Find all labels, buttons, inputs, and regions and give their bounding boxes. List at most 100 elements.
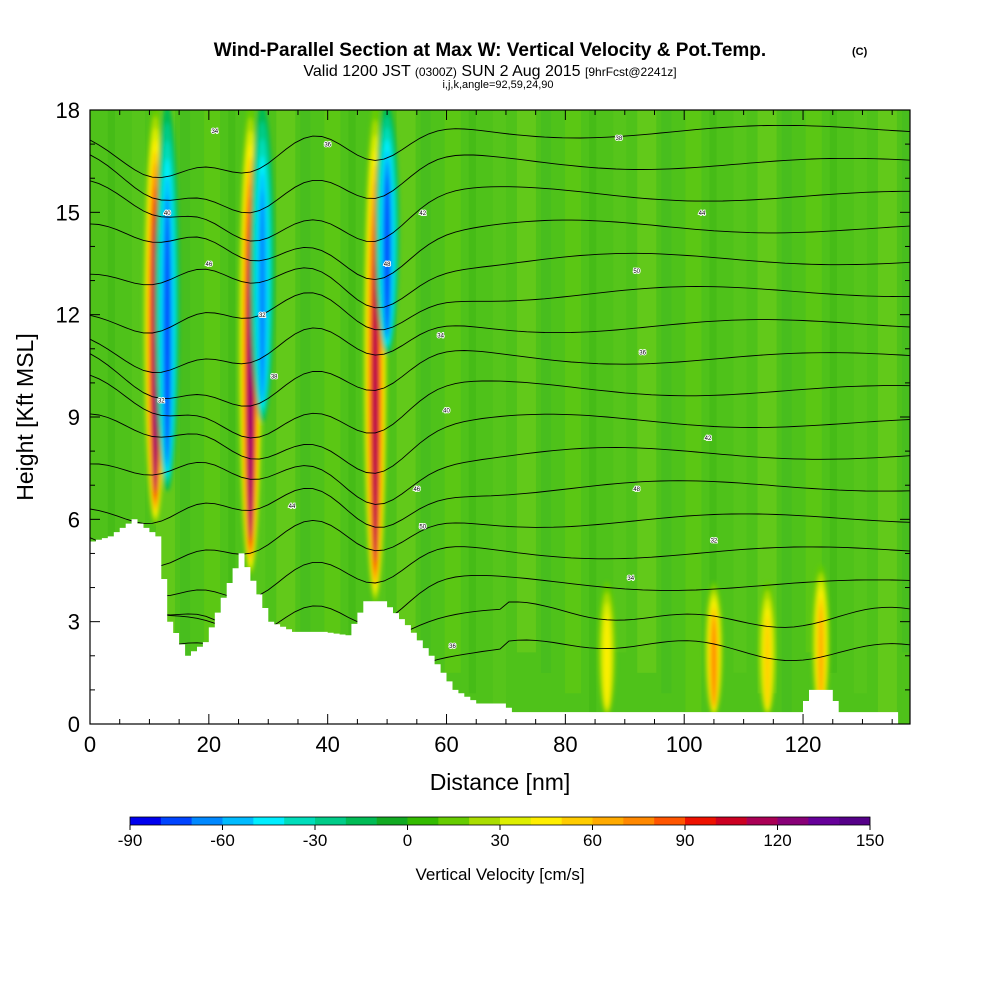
y-tick-label: 6 (68, 507, 80, 532)
colorbar-tick-label: 90 (676, 831, 695, 850)
texture-band (348, 110, 356, 673)
valid-time-line: Valid 1200 JST (0300Z) SUN 2 Aug 2015 [9… (303, 63, 676, 80)
theta-contour-label: 38 (271, 375, 278, 381)
texture-band (324, 110, 341, 653)
velocity-cell (375, 110, 400, 355)
texture-band (709, 110, 717, 653)
colorbar-swatch (839, 817, 871, 825)
theta-contour-label: 40 (443, 409, 450, 415)
texture-band (637, 110, 657, 673)
x-tick-label: 80 (553, 732, 577, 757)
texture-band (829, 110, 837, 673)
section-params: i,j,k,angle=92,59,24,90 (442, 79, 553, 91)
theta-contour-label: 34 (437, 334, 444, 340)
valid-prefix: Valid 1200 JST (303, 63, 411, 80)
x-tick-label: 0 (84, 732, 96, 757)
x-tick-label: 40 (315, 732, 339, 757)
colorbar-swatch (777, 817, 809, 825)
theta-contour-line (90, 286, 910, 334)
texture-band (444, 110, 461, 673)
theta-contour-line (90, 319, 910, 373)
colorbar-swatch (685, 817, 717, 825)
y-tick-label: 3 (68, 610, 80, 635)
texture-band (541, 110, 552, 673)
texture-band (468, 110, 476, 694)
texture-band (877, 110, 897, 714)
texture-band (131, 110, 145, 653)
texture-band (420, 110, 431, 653)
colorbar: -90 -60 -30 0 30 60 90 120 150 (118, 816, 884, 850)
theta-contour-line (90, 413, 910, 474)
theta-contour-label: 40 (164, 211, 171, 217)
velocity-contour-fill (711, 619, 716, 706)
theta-contour-label: 38 (615, 136, 622, 142)
theta-contour-label: 46 (413, 487, 420, 493)
theta-contour-label: 32 (711, 538, 718, 544)
texture-band (276, 110, 296, 694)
colorbar-swatch (592, 817, 624, 825)
theta-contour-label: 48 (633, 487, 640, 493)
colorbar-tick-label: -90 (118, 831, 143, 850)
theta-contour-labels: 32 34 36 38 40 42 44 46 48 50 32 34 36 38 40 42 44 46 48 50… (157, 128, 719, 651)
theta-contour-label: 50 (633, 269, 640, 275)
theta-contour-label: 36 (449, 644, 456, 650)
theta-contours (90, 124, 910, 677)
theta-contour-label: 32 (158, 398, 165, 404)
velocity-cell (250, 110, 275, 423)
copyright-mark: (C) (852, 46, 868, 58)
theta-contour-line (90, 374, 910, 439)
velocity-contour-fill (818, 605, 823, 705)
texture-band (396, 110, 416, 714)
colorbar-swatch (746, 817, 778, 825)
velocity-contour-fill (764, 615, 770, 707)
velocity-cell (758, 581, 777, 717)
colorbar-tick-label: -60 (210, 831, 235, 850)
texture-band (685, 110, 702, 714)
texture-band (107, 110, 115, 714)
terrain-mask (90, 519, 899, 724)
texture-band (300, 110, 311, 714)
theta-contour-line (90, 180, 910, 242)
texture-band (180, 110, 191, 694)
theta-contour-line (90, 513, 910, 567)
texture-band (516, 110, 536, 653)
theta-contour-line (90, 447, 910, 505)
texture-band (901, 110, 910, 653)
theta-contour-label: 36 (639, 351, 646, 357)
texture-band (853, 110, 867, 694)
colorbar-tick-label: 150 (856, 831, 884, 850)
theta-contour-label: 42 (705, 436, 712, 442)
colorbar-tick-label: 120 (763, 831, 791, 850)
theta-contour-line (90, 546, 910, 600)
valid-zulu: (0300Z) (415, 65, 457, 79)
colorbar-tick-label: 0 (403, 831, 412, 850)
theta-contour-label: 42 (419, 211, 426, 217)
colorbar-label: Vertical Velocity [cm/s] (415, 865, 584, 884)
y-tick-label: 18 (56, 98, 80, 123)
x-tick-label: 120 (785, 732, 822, 757)
y-axis-label: Height [Kft MSL] (12, 333, 38, 500)
colorbar-swatch (438, 817, 470, 825)
velocity-contour-fill (384, 174, 390, 335)
x-tick-label: 100 (666, 732, 703, 757)
texture-band (733, 110, 747, 673)
velocity-cell (704, 581, 723, 717)
colorbar-swatch (160, 817, 192, 825)
colorbar-swatch (315, 817, 347, 825)
theta-contour-label: 46 (205, 262, 212, 268)
texture-band (228, 110, 236, 653)
colorbar-swatch (654, 817, 686, 825)
colorbar-swatch (500, 817, 532, 825)
theta-contour-label: 34 (627, 576, 634, 582)
colorbar-tick-label: -30 (303, 831, 328, 850)
colorbar-swatch (284, 817, 316, 825)
theta-contour-line (90, 350, 910, 407)
theta-contour-label: 34 (211, 129, 218, 135)
texture-band (565, 110, 582, 694)
texture-band (781, 110, 792, 714)
colorbar-swatch (561, 817, 593, 825)
texture-band (661, 110, 672, 694)
colorbar-swatch (469, 817, 501, 825)
colorbar-swatch (222, 817, 254, 825)
